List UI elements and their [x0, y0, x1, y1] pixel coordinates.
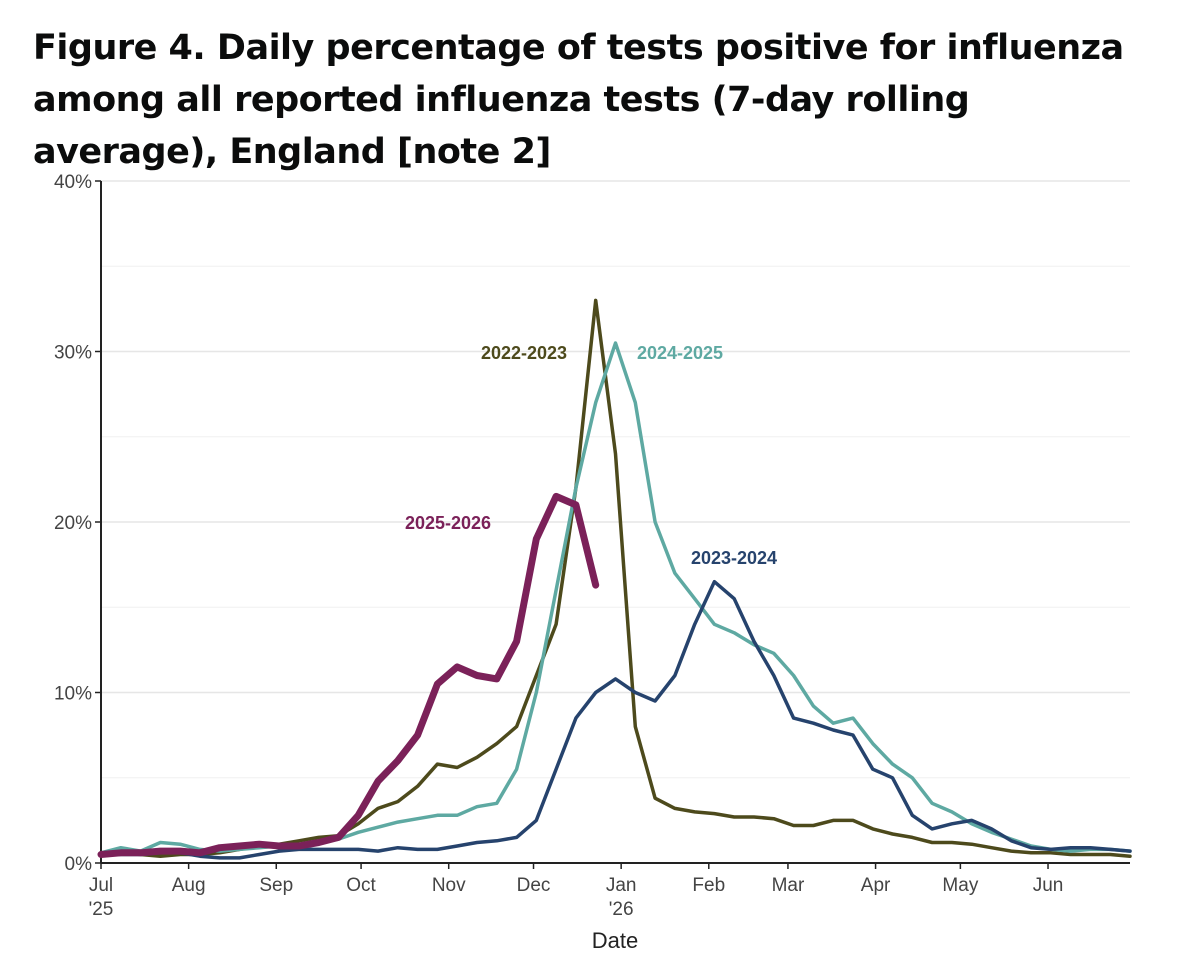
series-line [99, 298, 1132, 858]
x-tick-label: Mar [772, 875, 805, 896]
x-tick-label: Dec [517, 875, 551, 896]
x-tick-label: Feb [692, 875, 725, 896]
y-tick-label: 30% [54, 343, 92, 364]
x-tick-label: Apr [861, 875, 891, 896]
x-tick-label: Jun [1033, 875, 1064, 896]
y-tick-label: 0% [65, 854, 93, 875]
y-tick-label: 20% [54, 513, 92, 534]
x-tick-label: Aug [172, 875, 206, 896]
x-tick-label: Jan '26 [606, 875, 637, 920]
x-tick-label: Jul '25 [89, 875, 114, 920]
series-label: 2024-2025 [637, 343, 723, 363]
series-label: 2022-2023 [481, 343, 567, 363]
series-label: 2023-2024 [691, 548, 777, 568]
y-tick-label: 10% [54, 684, 92, 705]
y-tick-label: 40% [54, 172, 92, 193]
series-label: 2025-2026 [405, 513, 491, 533]
x-tick-label: Sep [259, 875, 293, 896]
x-axis-title: Date [592, 928, 638, 953]
series-line [99, 579, 1132, 860]
series-line [97, 492, 600, 858]
x-tick-label: Oct [346, 875, 376, 896]
chart-title: Figure 4. Daily percentage of tests posi… [33, 28, 1124, 172]
series-line [99, 341, 1132, 855]
x-tick-label: Nov [432, 875, 466, 896]
x-tick-label: May [942, 875, 978, 896]
